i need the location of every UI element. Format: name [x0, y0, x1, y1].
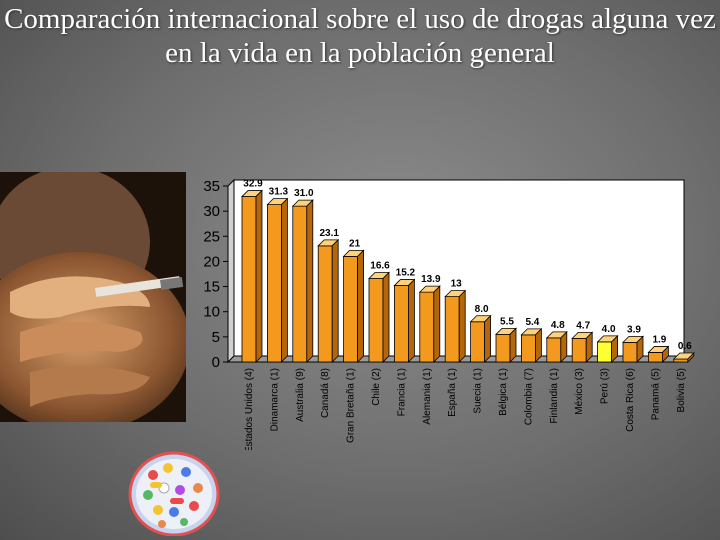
y-tick-label: 20: [203, 253, 220, 270]
smoking-hand-photo: [0, 172, 186, 422]
category-label: México (3): [574, 368, 585, 415]
bar: [317, 238, 340, 363]
bar: [444, 289, 467, 363]
bar: [596, 334, 619, 363]
data-label: 1.9: [652, 334, 666, 345]
category-label: Estados Unidos (4): [244, 368, 255, 450]
data-label: 32.9: [243, 179, 263, 190]
category-label: Francia (1): [396, 368, 407, 416]
y-tick-label: 35: [203, 178, 220, 195]
bar: [545, 330, 568, 363]
bar: [266, 197, 289, 363]
bar: [622, 335, 644, 363]
data-label: 31.0: [294, 188, 314, 199]
category-label: Bélgica (1): [498, 368, 509, 416]
category-labels: Estados Unidos (4) Dinamarca (1) Australia…: [244, 368, 687, 450]
category-label: Costa Rica (6): [625, 368, 636, 432]
bar: [342, 249, 365, 363]
data-label: 31.3: [269, 187, 289, 198]
data-label: 5.4: [525, 317, 539, 328]
data-label: 4.7: [576, 320, 590, 331]
category-label: Finlandia (1): [549, 368, 560, 424]
category-label: Gran Bretaña (1): [346, 368, 357, 443]
data-label: 15.2: [396, 268, 416, 279]
category-label: Dinamarca (1): [269, 368, 280, 431]
bar: [647, 345, 670, 363]
category-label: Bolivia (5): [676, 368, 687, 412]
data-label: 13: [451, 279, 463, 290]
data-label: 21: [349, 238, 361, 249]
bar: [469, 314, 492, 363]
bar: [393, 278, 416, 363]
y-tick-label: 5: [212, 329, 220, 346]
chart-side-wall: [227, 178, 235, 364]
bar: [291, 199, 314, 363]
y-tick-label: 30: [203, 203, 220, 220]
data-label: 5.5: [500, 316, 514, 327]
data-label: 4.8: [551, 320, 565, 331]
bars: [241, 189, 695, 363]
category-label: Alemania (1): [422, 368, 433, 425]
y-tick-label: 15: [203, 279, 220, 296]
category-label: Australia (9): [295, 368, 306, 422]
data-label: 16.6: [370, 261, 390, 272]
bar: [241, 189, 263, 363]
category-label: España (1): [447, 368, 458, 417]
bar: [418, 285, 441, 363]
bar: [520, 327, 543, 363]
y-tick-label: 25: [203, 228, 220, 245]
data-label: 0.6: [678, 341, 692, 352]
bar: [571, 331, 594, 363]
category-label: Chile (2): [371, 368, 382, 406]
category-label: Panamá (5): [650, 368, 661, 420]
data-label: 13.9: [421, 274, 441, 285]
category-label: Colombia (7): [523, 368, 534, 425]
y-tick-label: 0: [212, 354, 220, 371]
y-tick-label: 10: [203, 304, 220, 321]
bar: [495, 327, 517, 363]
y-axis: 0 5 10 15 20 25 30 35: [203, 178, 228, 371]
data-label: 4.0: [602, 324, 616, 335]
category-label: Perú (3): [600, 368, 611, 404]
data-label: 3.9: [627, 324, 641, 335]
bar: [368, 271, 390, 363]
pills-bowl-photo: [128, 451, 220, 536]
data-labels: 32.9 31.3 31.0 23.1 21 16.6 15.2 13.9 13 8.0 5.5 5.…: [243, 179, 692, 352]
page-title: Comparación internacional sobre el uso d…: [4, 3, 716, 69]
category-label: Suecia (1): [473, 368, 484, 414]
bar-chart: 0 5 10 15 20 25 30 35 32.9 31.3 31.0 23.1 21 16.6 15.…: [203, 178, 695, 450]
data-label: 8.0: [475, 304, 489, 315]
category-label: Canadá (8): [320, 368, 331, 418]
data-label: 23.1: [319, 228, 339, 239]
bar: [672, 352, 695, 363]
